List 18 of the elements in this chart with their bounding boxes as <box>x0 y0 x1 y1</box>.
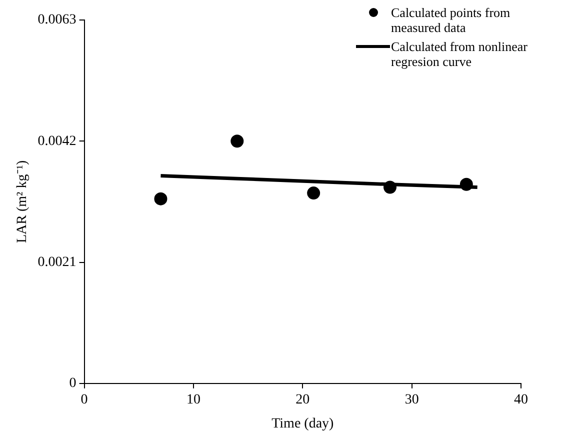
y-tick-label: 0.0021 <box>38 254 76 270</box>
x-tick-label: 0 <box>80 392 88 408</box>
y-tick-label: 0.0042 <box>38 134 76 149</box>
point <box>230 134 244 148</box>
y-axis-title: LAR (m² kg⁻¹) <box>15 160 30 244</box>
legend-label: Calculated points from measured data <box>391 5 512 35</box>
point <box>383 180 396 194</box>
point <box>460 178 473 191</box>
y-tick-label: 0 <box>69 376 76 392</box>
x-tick-label: 20 <box>296 392 310 408</box>
y-tick-label: 0.0063 <box>38 12 76 28</box>
x-tick-label: 10 <box>186 392 200 408</box>
point <box>307 186 320 200</box>
x-tick-label: 30 <box>404 392 419 408</box>
point <box>154 192 168 206</box>
legend-label: Calculated from nonlinear regresion curve <box>391 39 528 69</box>
x-axis-title: Time (day) <box>272 416 334 432</box>
x-tick-label: 40 <box>514 392 528 408</box>
